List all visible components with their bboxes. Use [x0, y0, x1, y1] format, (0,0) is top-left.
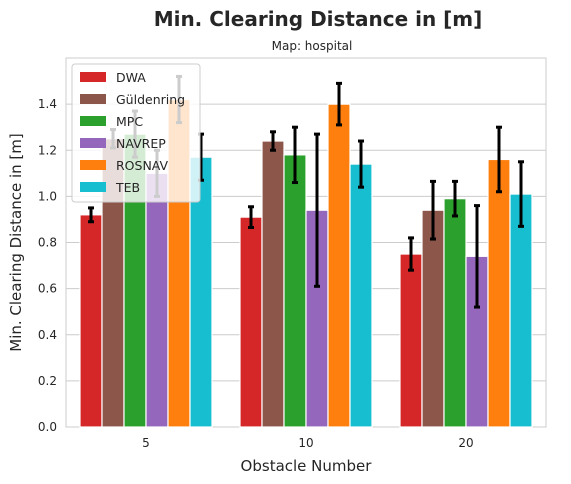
legend-swatch: [80, 160, 106, 170]
bar-teb-20: [509, 193, 533, 428]
bar-mpc-20: [443, 198, 467, 428]
x-tick-label: 5: [142, 436, 150, 450]
bar-dwa-10: [239, 216, 263, 428]
legend-item-mpc: MPC: [80, 114, 143, 129]
error-bar-rosnav-10: [336, 81, 342, 127]
y-tick-label: 1.2: [38, 143, 57, 157]
y-tick-labels: 0.0 0.2 0.4 0.6 0.8 1.0 1.2 1.4: [38, 97, 57, 434]
bar-teb-10: [349, 163, 373, 428]
legend-swatch: [80, 94, 106, 104]
legend-swatch: [80, 72, 106, 82]
x-tick-label: 10: [298, 436, 313, 450]
bar-navrep-5: [145, 172, 169, 428]
error-bar-mpc-20: [452, 179, 458, 218]
legend-label: NAVREP: [116, 136, 166, 151]
legend-label: DWA: [116, 70, 146, 85]
error-bar-navrep-10: [314, 132, 320, 288]
error-bar-dwa-10: [248, 205, 254, 230]
legend-item-güldenring: Güldenring: [80, 92, 185, 107]
error-bar-dwa-20: [408, 236, 414, 272]
legend-label: ROSNAV: [116, 158, 169, 173]
error-bar-teb-20: [518, 160, 524, 228]
legend-item-dwa: DWA: [80, 70, 146, 85]
error-bar-navrep-20: [474, 204, 480, 309]
chart-subtitle: Map: hospital: [272, 39, 353, 53]
y-tick-label: 1.0: [38, 189, 57, 203]
chart-title: Min. Clearing Distance in [m]: [154, 7, 483, 31]
x-axis-label: Obstacle Number: [241, 457, 373, 475]
error-bar-mpc-10: [292, 125, 298, 185]
y-tick-label: 1.4: [38, 97, 57, 111]
x-tick-labels: 5 10 20: [142, 436, 473, 450]
bar-dwa-5: [79, 214, 103, 428]
y-tick-label: 0.0: [38, 420, 57, 434]
legend-label: MPC: [116, 114, 143, 129]
y-tick-label: 0.4: [38, 328, 57, 342]
legend-swatch: [80, 182, 106, 192]
y-tick-label: 0.2: [38, 374, 57, 388]
bar-rosnav-10: [327, 103, 351, 428]
bar-dwa-20: [399, 253, 423, 428]
legend-label: TEB: [115, 180, 140, 195]
error-bar-güldenring-10: [270, 130, 276, 152]
error-bar-teb-10: [358, 139, 364, 189]
bar-mpc-10: [283, 154, 307, 428]
error-bar-dwa-5: [88, 206, 94, 224]
y-axis-label: Min. Clearing Distance in [m]: [7, 133, 25, 351]
y-tick-label: 0.8: [38, 236, 57, 250]
legend-item-teb: TEB: [80, 180, 140, 195]
legend-swatch: [80, 138, 106, 148]
legend-item-navrep: NAVREP: [80, 136, 166, 151]
legend-swatch: [80, 116, 106, 126]
legend: DWA Güldenring MPC NAVREP ROSNAV TEB: [71, 63, 201, 203]
legend-label: Güldenring: [116, 92, 185, 107]
y-tick-label: 0.6: [38, 282, 57, 296]
bar-rosnav-20: [487, 158, 511, 428]
bar-güldenring-20: [421, 209, 445, 428]
legend-item-rosnav: ROSNAV: [80, 158, 169, 173]
error-bar-rosnav-20: [496, 125, 502, 194]
x-tick-label: 20: [458, 436, 473, 450]
error-bar-güldenring-20: [430, 179, 436, 241]
bar-güldenring-10: [261, 140, 285, 428]
